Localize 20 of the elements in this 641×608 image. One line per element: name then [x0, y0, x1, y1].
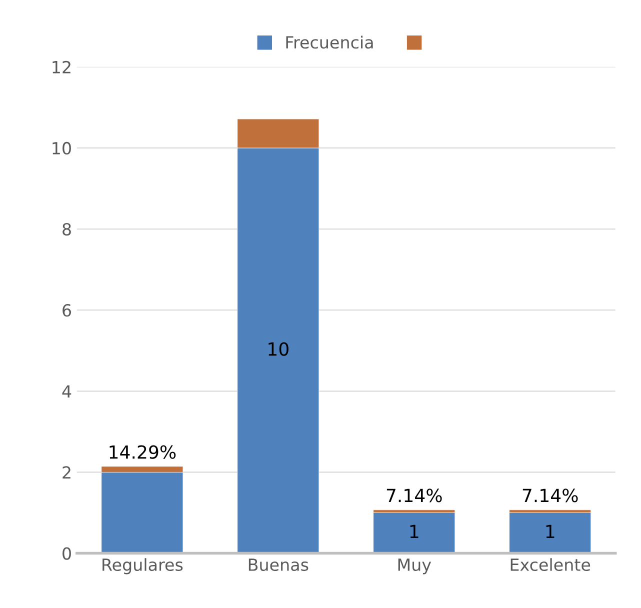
legend-label: Frecuencia	[286, 36, 373, 49]
data-label: 1	[410, 524, 418, 538]
y-tick-label: 0	[62, 547, 71, 560]
data-label: 10	[268, 342, 288, 356]
bar	[509, 512, 592, 554]
data-label: 14.29%	[110, 445, 176, 459]
y-tick-label: 2	[62, 466, 70, 479]
data-label: 7.14%	[522, 488, 578, 502]
y-tick-label: 6	[62, 304, 72, 317]
y-tick-label: 10	[52, 142, 71, 155]
data-label: 7.14%	[386, 488, 442, 502]
x-tick-label: Excelente	[510, 558, 590, 572]
y-tick-label: 4	[62, 385, 72, 398]
data-label: 1	[546, 524, 554, 538]
x-tick-label: Regulares	[102, 558, 183, 574]
x-tick-label: Buenas	[248, 558, 308, 572]
y-tick-label: 8	[62, 222, 71, 236]
y-tick-label: 12	[52, 60, 70, 74]
bar	[373, 512, 456, 554]
x-tick-label: Muy	[398, 558, 432, 574]
